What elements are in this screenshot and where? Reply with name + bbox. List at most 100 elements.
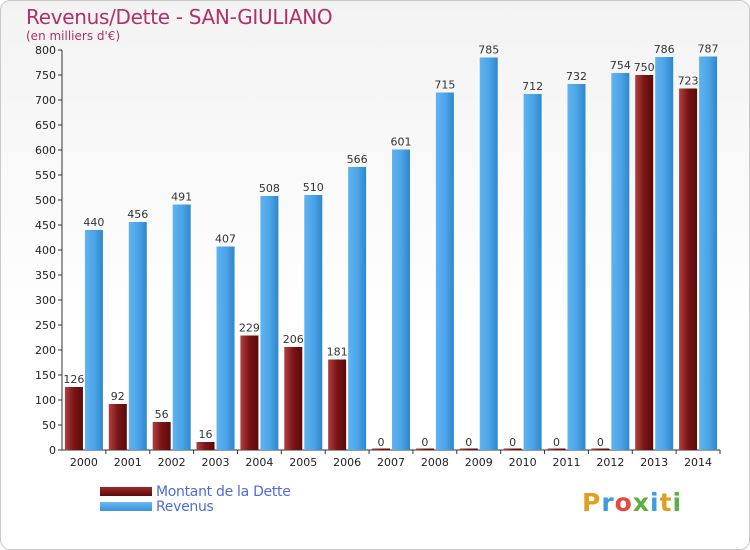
bar-debt [635, 75, 654, 450]
y-tick-label: 150 [35, 369, 56, 382]
y-tick-label: 50 [42, 419, 56, 432]
y-tick-label: 550 [35, 169, 56, 182]
x-tick-label: 2013 [640, 456, 668, 469]
bar-debt [503, 448, 522, 450]
value-label-revenue: 456 [127, 208, 148, 221]
bar-revenue [216, 246, 235, 450]
y-tick-label: 350 [35, 269, 56, 282]
y-tick-label: 750 [35, 69, 56, 82]
legend-swatch-revenue [100, 502, 152, 511]
legend: Montant de la Dette Revenus [100, 483, 291, 515]
x-tick-label: 2000 [70, 456, 98, 469]
value-label-revenue: 732 [566, 70, 587, 83]
value-label-revenue: 601 [391, 136, 412, 149]
y-tick-label: 200 [35, 344, 56, 357]
bar-revenue [392, 149, 410, 450]
bar-debt [415, 448, 434, 450]
y-tick-label: 0 [49, 444, 56, 457]
x-tick-label: 2009 [465, 456, 493, 469]
value-label-debt: 126 [63, 373, 84, 386]
bar-revenue [611, 73, 630, 450]
value-label-revenue: 508 [259, 182, 280, 195]
value-label-revenue: 440 [83, 216, 104, 229]
bar-debt [108, 404, 127, 450]
bar-debt [152, 422, 171, 450]
x-tick-label: 2003 [202, 456, 230, 469]
proxiti-logo: Proxiti [582, 488, 683, 517]
chart-title: Revenus/Dette - SAN-GIULIANO [26, 5, 333, 29]
bar-revenue [128, 222, 147, 450]
y-tick-label: 400 [35, 244, 56, 257]
value-label-debt: 750 [634, 61, 655, 74]
bar-revenue [435, 92, 454, 450]
legend-swatch-debt [100, 487, 152, 496]
y-tick-label: 450 [35, 219, 56, 232]
bar-debt [64, 387, 83, 450]
x-tick-label: 2005 [289, 456, 317, 469]
legend-label-revenue: Revenus [156, 498, 214, 515]
bar-revenue [304, 195, 323, 450]
value-label-revenue: 491 [171, 191, 192, 204]
bar-debt [196, 442, 215, 450]
value-label-revenue: 715 [434, 79, 455, 92]
x-tick-label: 2007 [377, 456, 405, 469]
value-label-debt: 92 [111, 390, 125, 403]
bar-debt [328, 359, 347, 450]
x-tick-label: 2001 [114, 456, 142, 469]
y-tick-label: 300 [35, 294, 56, 307]
bar-chart: 0 50 100 150 200 250 300 350 400 450 500 550 600 650 7… [35, 43, 721, 469]
y-tick-label: 100 [35, 394, 56, 407]
bar-revenue [699, 56, 718, 450]
x-tick-label: 2014 [684, 456, 712, 469]
value-label-debt: 0 [597, 436, 604, 449]
x-tick-label: 2002 [158, 456, 186, 469]
x-tick-label: 2011 [552, 456, 580, 469]
bar-revenue [479, 57, 498, 450]
bar-debt [547, 448, 566, 450]
bar-debt [679, 88, 698, 450]
bar-revenue [260, 196, 279, 450]
value-label-revenue: 785 [478, 44, 499, 57]
value-label-revenue: 712 [522, 80, 543, 93]
y-tick-label: 250 [35, 319, 56, 332]
x-tick-label: 2012 [596, 456, 624, 469]
value-label-revenue: 786 [654, 43, 675, 56]
value-label-debt: 0 [553, 436, 560, 449]
value-label-debt: 723 [678, 75, 699, 88]
x-tick-label: 2006 [333, 456, 361, 469]
bar-revenue [567, 84, 586, 450]
value-label-revenue: 407 [215, 233, 236, 246]
bar-revenue [655, 57, 674, 450]
value-label-revenue: 510 [303, 181, 324, 194]
legend-label-debt: Montant de la Dette [156, 483, 291, 500]
bar-revenue [523, 94, 542, 450]
bar-debt [459, 448, 478, 450]
legend-item-revenue: Revenus [100, 498, 291, 515]
value-label-debt: 16 [199, 428, 213, 441]
x-tick-label: 2008 [421, 456, 449, 469]
bar-debt [591, 448, 610, 450]
bar-debt [372, 448, 390, 450]
y-tick-label: 650 [35, 119, 56, 132]
value-label-debt: 206 [283, 333, 304, 346]
value-label-debt: 0 [465, 436, 472, 449]
y-tick-label: 700 [35, 94, 56, 107]
value-label-debt: 56 [155, 408, 169, 421]
y-tick-label: 600 [35, 144, 56, 157]
value-label-revenue: 566 [347, 153, 368, 166]
legend-item-debt: Montant de la Dette [100, 483, 291, 500]
chart-subtitle: (en milliers d'€) [26, 29, 121, 43]
x-tick-label: 2004 [245, 456, 273, 469]
value-label-debt: 229 [239, 322, 260, 335]
value-label-revenue: 754 [610, 59, 631, 72]
value-label-revenue: 787 [698, 43, 719, 56]
value-label-debt: 181 [327, 346, 348, 359]
x-tick-label: 2010 [509, 456, 537, 469]
bar-revenue [84, 230, 103, 450]
value-label-debt: 0 [378, 436, 385, 449]
value-label-debt: 0 [421, 436, 428, 449]
bar-debt [240, 335, 259, 450]
value-label-debt: 0 [509, 436, 516, 449]
y-tick-label: 800 [35, 44, 56, 57]
y-tick-label: 500 [35, 194, 56, 207]
